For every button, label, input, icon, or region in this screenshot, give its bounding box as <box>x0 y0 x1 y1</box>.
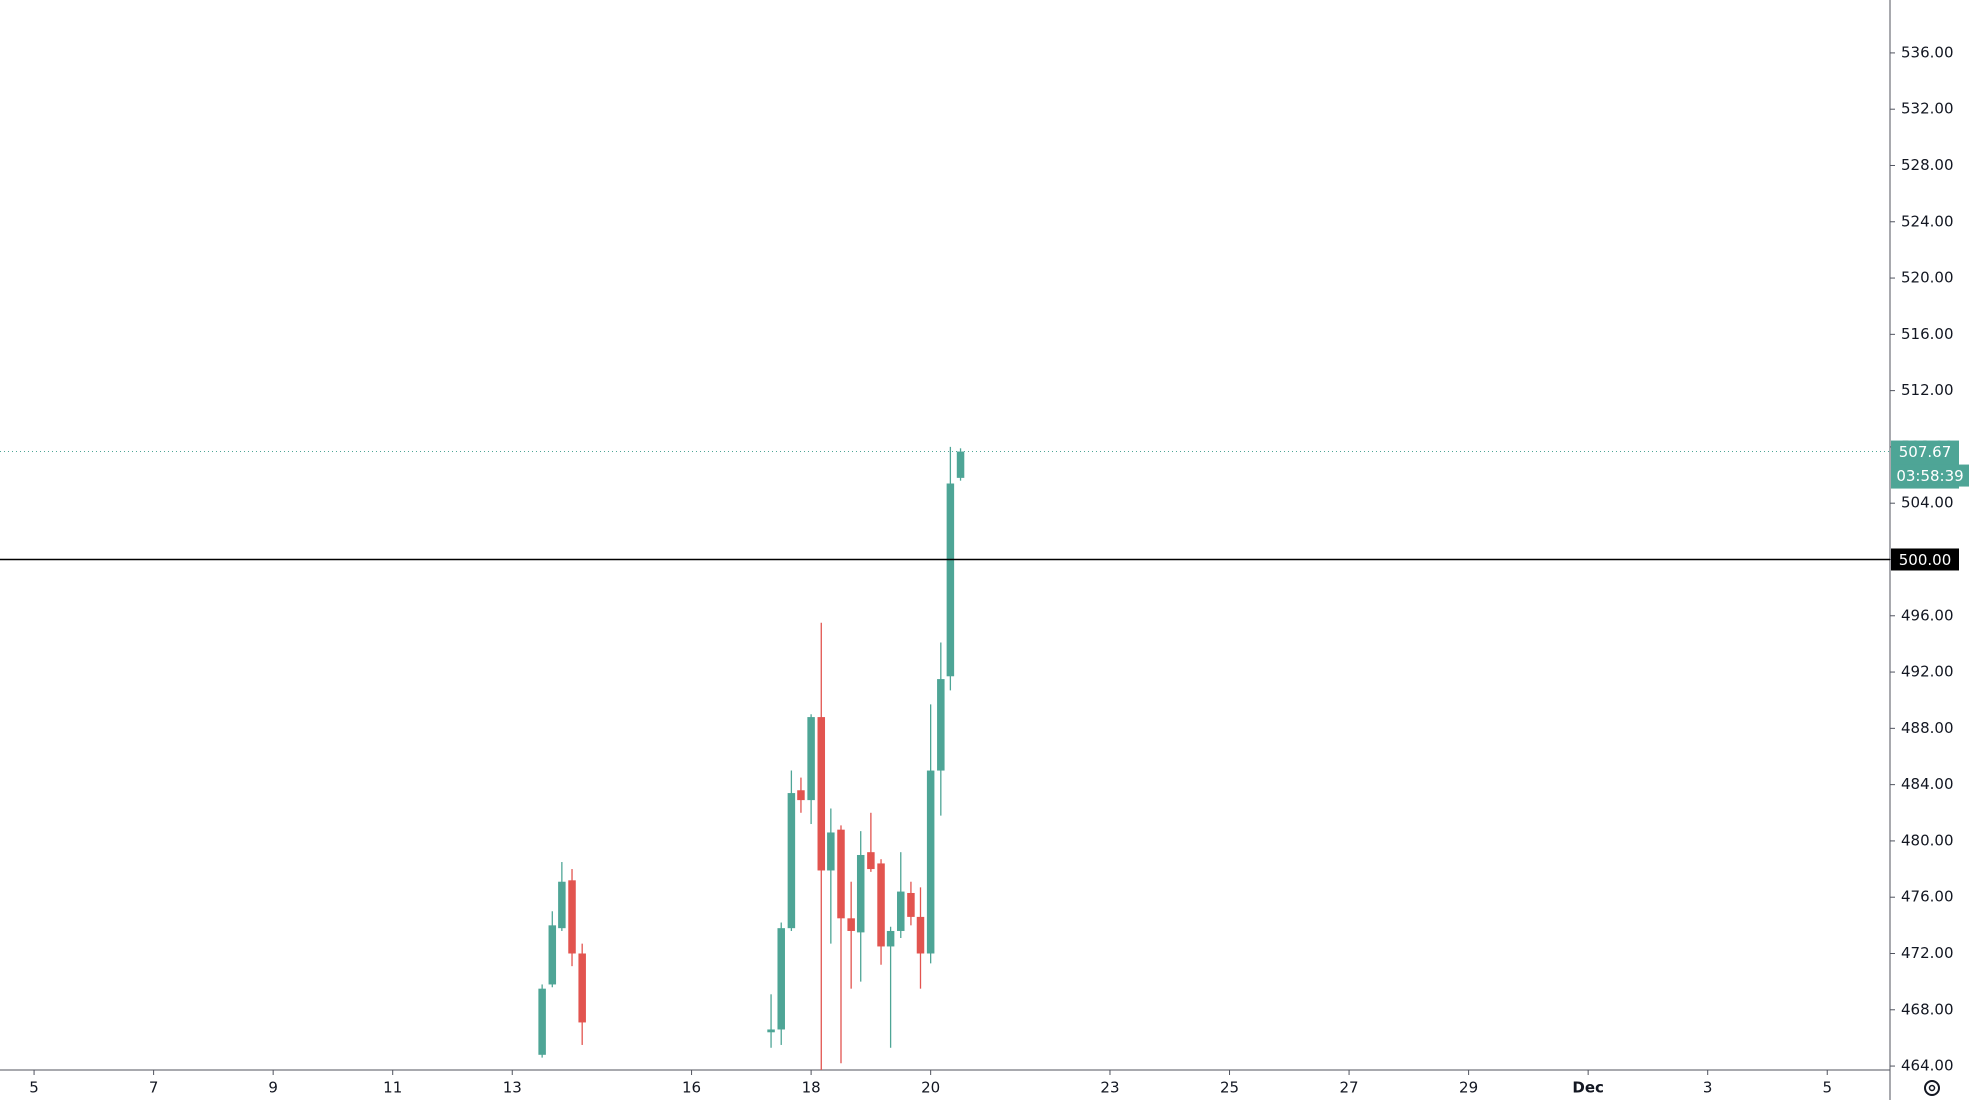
candle-body <box>548 925 557 985</box>
y-tick-label: 484.00 <box>1901 775 1954 793</box>
candle-body <box>767 1029 775 1033</box>
candle-body <box>827 832 835 871</box>
x-tick-label: 16 <box>682 1079 701 1097</box>
y-tick-label: 532.00 <box>1901 100 1954 118</box>
y-tick-label: 512.00 <box>1901 381 1954 399</box>
x-tick-label: 25 <box>1220 1079 1239 1097</box>
y-tick-label: 472.00 <box>1901 944 1954 962</box>
candle-body <box>847 918 855 931</box>
y-tick-label: 504.00 <box>1901 494 1954 512</box>
x-tick-label: 13 <box>503 1079 522 1097</box>
candle-body <box>807 717 815 801</box>
x-tick-label: Dec <box>1572 1079 1604 1097</box>
candle-body <box>916 916 925 954</box>
y-tick-label: 476.00 <box>1901 888 1954 906</box>
candle-body <box>797 790 805 801</box>
x-tick-label: 3 <box>1703 1079 1713 1097</box>
candle-body <box>817 717 826 871</box>
y-tick-label: 488.00 <box>1901 719 1954 737</box>
y-tick-label: 468.00 <box>1901 1000 1954 1018</box>
candle-body <box>856 854 865 933</box>
candles <box>538 446 965 1070</box>
x-tick-label: 7 <box>149 1079 159 1097</box>
x-tick-label: 23 <box>1100 1079 1119 1097</box>
candle-body <box>897 891 905 931</box>
hline-label-bg <box>1891 548 1959 571</box>
x-tick-label: 9 <box>268 1079 278 1097</box>
candle-body <box>907 892 915 917</box>
candle-body <box>867 852 875 870</box>
x-tick-label: 27 <box>1340 1079 1359 1097</box>
y-tick-label: 492.00 <box>1901 663 1954 681</box>
x-tick-label: 18 <box>802 1079 821 1097</box>
y-tick-label: 480.00 <box>1901 831 1954 849</box>
y-tick-label: 536.00 <box>1901 43 1954 61</box>
candle-body <box>877 863 885 947</box>
countdown-bg <box>1891 464 1969 487</box>
y-tick-label: 464.00 <box>1901 1057 1954 1075</box>
candle-body <box>946 483 955 677</box>
candle-body <box>578 953 586 1023</box>
last-price-label: 507.67 <box>1899 443 1952 461</box>
candle-body <box>568 880 576 954</box>
candle-body <box>777 928 785 1030</box>
candle-body <box>937 679 945 771</box>
candle-body <box>558 881 566 929</box>
y-tick-label: 520.00 <box>1901 269 1954 287</box>
x-tick-label: 29 <box>1459 1079 1478 1097</box>
x-tick-label: 5 <box>29 1079 39 1097</box>
y-tick-label: 524.00 <box>1901 212 1954 230</box>
candle-body <box>538 988 546 1055</box>
candle-body <box>837 829 845 919</box>
y-tick-label: 496.00 <box>1901 606 1954 624</box>
candle-body <box>926 770 935 954</box>
candle-body <box>787 793 796 929</box>
candle-body <box>886 930 895 947</box>
x-tick-label: 20 <box>921 1079 940 1097</box>
y-tick-label: 528.00 <box>1901 156 1954 174</box>
y-tick-label: 516.00 <box>1901 325 1954 343</box>
candle-body <box>956 451 965 478</box>
settings-hub[interactable] <box>1928 1084 1936 1092</box>
countdown-label: 03:58:39 <box>1896 467 1963 485</box>
x-tick-label: 11 <box>383 1079 402 1097</box>
settings-gear[interactable] <box>1924 1080 1940 1096</box>
x-tick-label: 5 <box>1822 1079 1832 1097</box>
settings-icon[interactable] <box>1924 1080 1940 1096</box>
hline-label: 500.00 <box>1899 551 1952 569</box>
